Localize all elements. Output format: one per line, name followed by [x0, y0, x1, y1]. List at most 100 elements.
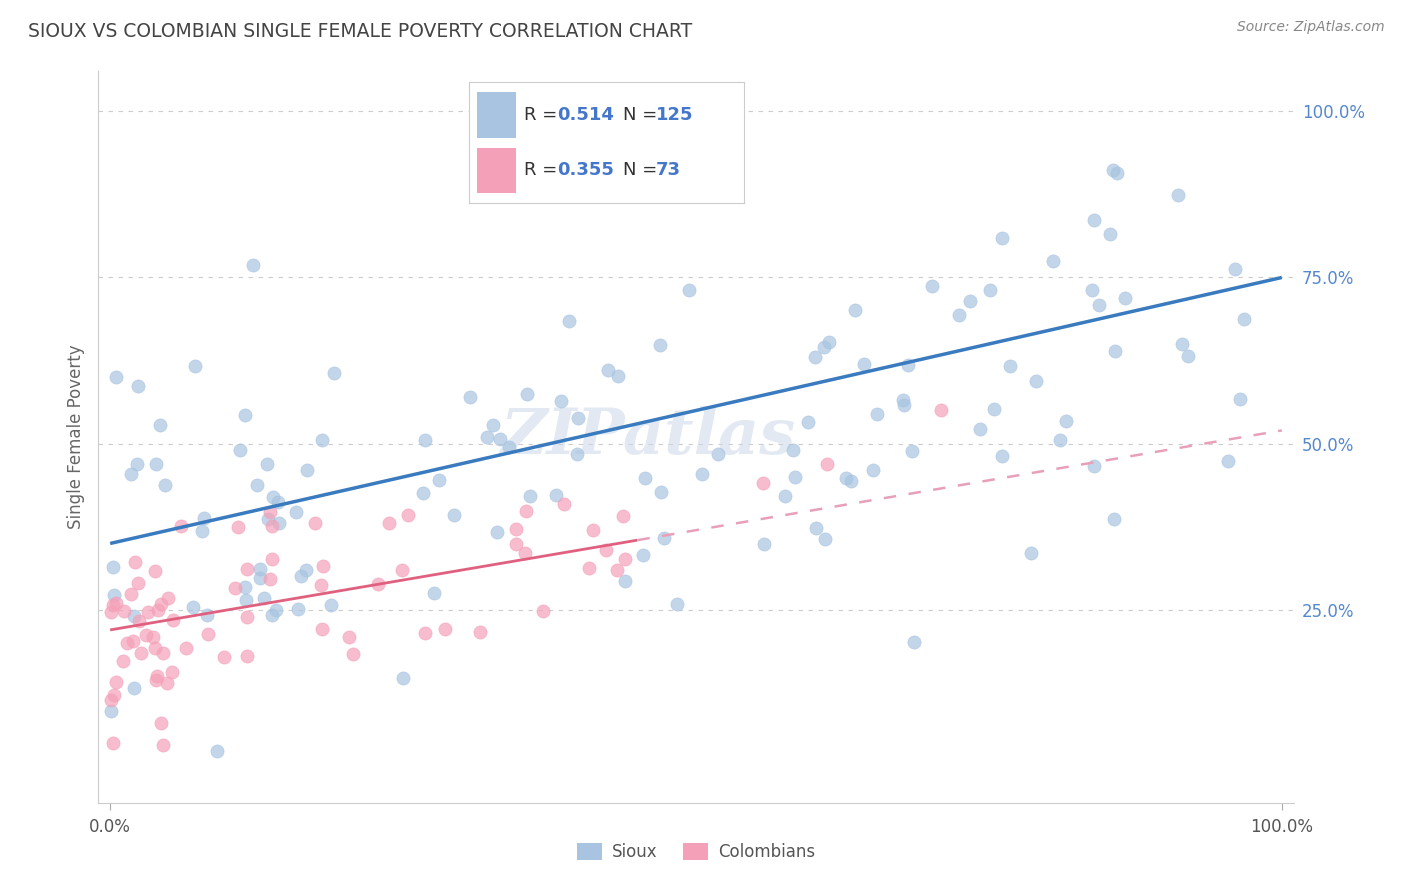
Point — [264, 603, 287, 617]
Point — [101, 599, 124, 613]
Point — [582, 524, 605, 538]
Point — [304, 516, 326, 530]
Point — [122, 634, 145, 648]
Point — [862, 463, 884, 477]
Point — [929, 403, 952, 417]
Point — [505, 537, 527, 551]
Point — [287, 602, 309, 616]
Point — [367, 576, 389, 591]
Point — [104, 674, 127, 689]
Point — [267, 495, 290, 509]
Point — [235, 648, 257, 663]
Point — [111, 654, 134, 668]
Point — [797, 415, 820, 429]
Point — [1167, 188, 1189, 202]
Point — [544, 488, 567, 502]
Point — [100, 605, 122, 619]
Point — [519, 490, 541, 504]
Point — [803, 350, 825, 364]
Point — [979, 283, 1001, 297]
Point — [1049, 433, 1071, 447]
Point — [481, 418, 503, 433]
Point — [752, 536, 775, 550]
Point — [311, 622, 333, 636]
Point — [1104, 343, 1126, 358]
Point — [127, 379, 149, 393]
Point — [1088, 298, 1111, 312]
Point — [183, 599, 205, 614]
Point — [391, 563, 413, 577]
Point — [249, 571, 271, 585]
Point — [174, 641, 197, 656]
Point — [652, 532, 675, 546]
Point — [262, 490, 284, 504]
Point — [396, 508, 419, 523]
Point — [458, 390, 481, 404]
Point — [290, 568, 312, 582]
Point — [596, 362, 619, 376]
Point — [101, 560, 124, 574]
Point — [162, 613, 184, 627]
Point — [103, 588, 125, 602]
Point — [295, 462, 318, 476]
Point — [378, 516, 401, 530]
Point — [1114, 291, 1136, 305]
Point — [319, 598, 342, 612]
Point — [489, 432, 512, 446]
Point — [1083, 459, 1105, 474]
Point — [152, 738, 174, 752]
Text: Source: ZipAtlas.com: Source: ZipAtlas.com — [1237, 20, 1385, 34]
Point — [149, 716, 172, 731]
Point — [153, 477, 176, 491]
Point — [259, 505, 281, 519]
Point — [429, 473, 451, 487]
Point — [515, 504, 537, 518]
Point — [1229, 392, 1251, 406]
Point — [1233, 311, 1256, 326]
Point — [101, 736, 124, 750]
Point — [195, 608, 218, 623]
Point — [706, 447, 728, 461]
Point — [853, 358, 876, 372]
Point — [498, 440, 520, 454]
Point — [839, 475, 862, 489]
Point — [921, 278, 943, 293]
Point — [565, 447, 588, 461]
Point — [233, 408, 256, 422]
Text: ZIPatlas: ZIPatlas — [501, 407, 796, 467]
Point — [256, 457, 278, 471]
Point — [149, 417, 172, 432]
Point — [505, 522, 527, 536]
Legend: Sioux, Colombians: Sioux, Colombians — [571, 836, 821, 868]
Point — [115, 636, 138, 650]
Point — [1104, 512, 1126, 526]
Point — [531, 604, 554, 618]
Point — [124, 555, 146, 569]
Point — [844, 302, 866, 317]
Point — [666, 597, 689, 611]
Point — [156, 591, 179, 605]
Point — [412, 485, 434, 500]
Point — [100, 704, 122, 718]
Point — [285, 505, 308, 519]
Point — [1101, 162, 1123, 177]
Point — [236, 562, 259, 576]
Point — [612, 508, 634, 523]
Point — [235, 593, 257, 607]
Point — [127, 576, 149, 591]
Y-axis label: Single Female Poverty: Single Female Poverty — [66, 345, 84, 529]
Point — [242, 258, 264, 272]
Point — [413, 626, 436, 640]
Point — [152, 646, 174, 660]
Point — [969, 421, 991, 435]
Point — [443, 508, 465, 523]
Point — [650, 485, 672, 500]
Point — [309, 578, 332, 592]
Point — [253, 591, 276, 605]
Point — [193, 510, 215, 524]
Point — [606, 368, 628, 383]
Point — [145, 673, 167, 688]
Point — [143, 640, 166, 655]
Point — [342, 647, 364, 661]
Point — [311, 433, 333, 447]
